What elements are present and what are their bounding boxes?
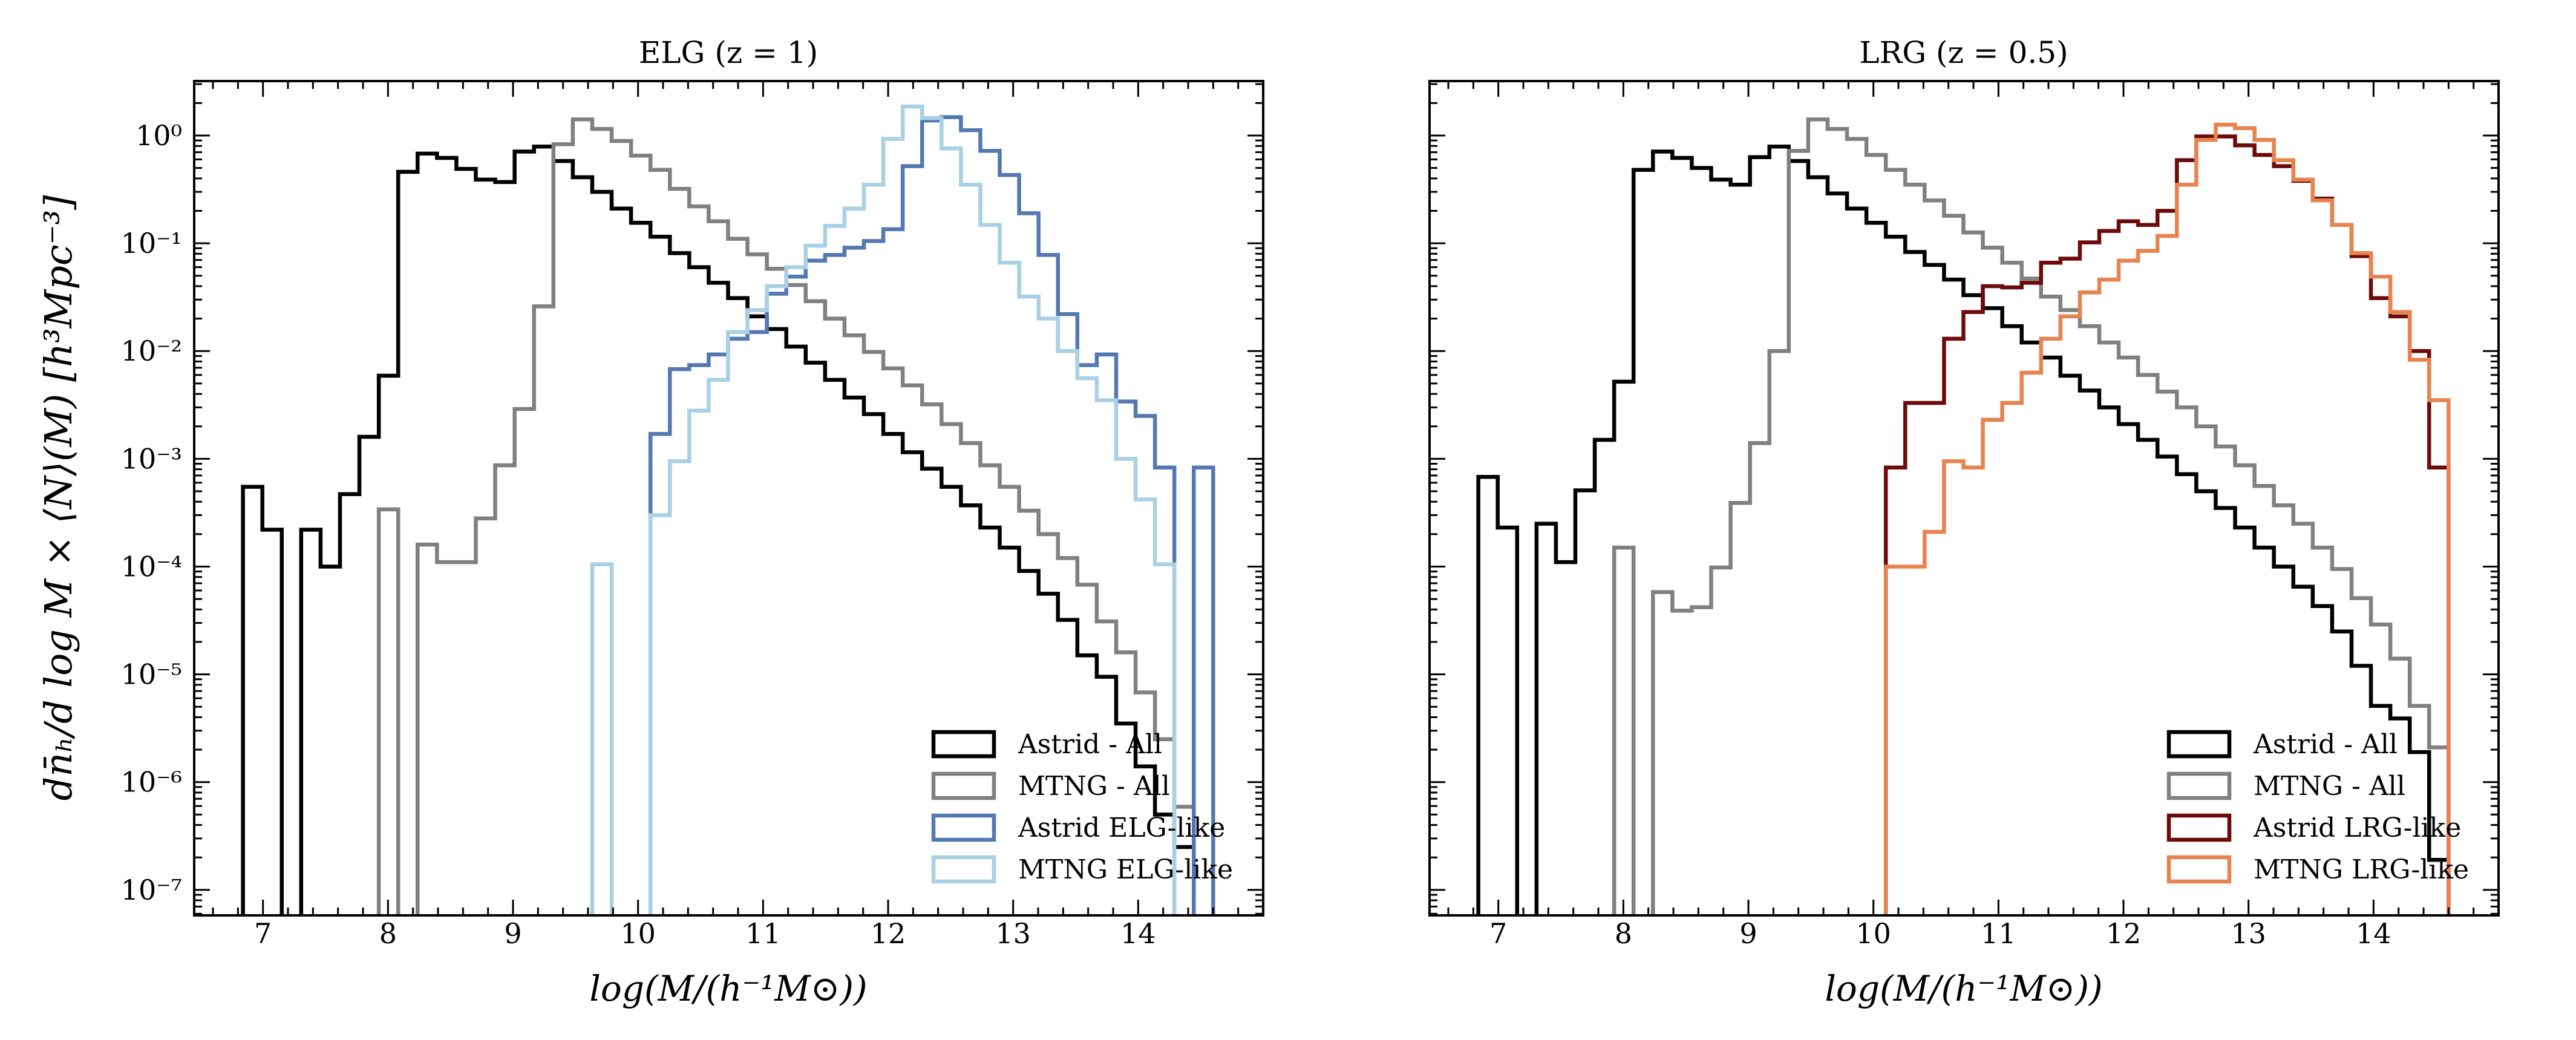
histogram-astrid-all	[1476, 144, 2451, 915]
legend-item: Astrid - All	[931, 729, 1162, 760]
elg-panel: ELG (z = 1) log(M/(h⁻¹M⊙)) 7 8 9 10 11 12 13 14…	[121, 35, 1264, 1009]
legend-swatch	[2166, 730, 2232, 759]
legend-label: MTNG - All	[2254, 771, 2405, 802]
legend-swatch	[2166, 771, 2232, 800]
x-tick-label: 12	[871, 917, 906, 950]
histogram-astrid-lrg-like	[1883, 134, 2451, 915]
ticks	[194, 81, 1264, 915]
x-axis-label: log(M/(h⁻¹M⊙))	[1825, 968, 2102, 1009]
y-tick-label: 10⁻⁷	[121, 874, 182, 906]
histogram-mtng-all	[1612, 117, 2451, 915]
lrg-panel: LRG (z = 0.5) log(M/(h⁻¹M⊙)) 7 8 9 10 11 12 13…	[1428, 35, 2500, 1009]
histograms	[241, 104, 1215, 915]
x-tick-label: 14	[2356, 917, 2391, 950]
x-tick-label: 9	[504, 917, 521, 950]
x-tick-label: 13	[2231, 917, 2266, 950]
legend-swatch	[2166, 855, 2232, 884]
x-tick-label: 10	[1855, 917, 1891, 950]
axes-frame	[1428, 80, 2500, 917]
x-tick-label: 14	[1120, 917, 1156, 950]
legend-swatch	[931, 730, 996, 759]
x-tick-label: 9	[1739, 917, 1757, 950]
legend: Astrid - All MTNG - All Astrid ELG-like MTN…	[931, 729, 1233, 885]
x-axis-label: log(M/(h⁻¹M⊙))	[589, 968, 867, 1009]
legend-label: MTNG ELG-like	[1018, 854, 1233, 885]
legend-item: MTNG - All	[931, 771, 1170, 802]
y-tick-label: 10⁻⁵	[121, 658, 182, 691]
x-tick-label: 8	[1615, 917, 1632, 950]
x-tick-label: 13	[995, 917, 1031, 950]
histogram-astrid-elg-like	[648, 115, 1215, 915]
legend-item: MTNG LRG-like	[2166, 854, 2469, 885]
y-tick-label: 10⁻¹	[121, 227, 182, 260]
histogram-mtng-all	[376, 117, 1196, 915]
legend-label: MTNG - All	[1018, 771, 1170, 802]
legend-item: MTNG ELG-like	[931, 854, 1233, 885]
axes-frame	[193, 80, 1264, 917]
histogram-astrid-all	[241, 144, 1196, 915]
y-tick-label: 10⁻²	[121, 335, 182, 367]
y-tick-label: 10⁻³	[121, 442, 182, 475]
legend-item: Astrid ELG-like	[931, 813, 1225, 843]
legend: Astrid - All MTNG - All Astrid LRG-like MTN…	[2166, 729, 2469, 885]
legend-item: MTNG - All	[2166, 771, 2405, 802]
legend-swatch	[2166, 813, 2232, 842]
histogram-mtng-lrg-like	[1883, 122, 2451, 915]
y-axis-label: dn̄ₕ/d log M × ⟨N⟩(M) [h³Mpc⁻³]	[36, 195, 80, 801]
x-tick-label: 11	[1981, 917, 2016, 950]
x-tick-label: 11	[745, 917, 781, 950]
histogram-mtng-elg-like	[590, 104, 1177, 915]
y-tick-label: 10⁰	[136, 119, 182, 152]
legend-label: Astrid - All	[2253, 729, 2398, 760]
legend-swatch	[931, 813, 996, 842]
legend-label: Astrid - All	[1018, 729, 1162, 760]
legend-item: Astrid LRG-like	[2166, 813, 2461, 843]
legend-swatch	[931, 771, 996, 800]
x-tick-label: 8	[379, 917, 397, 950]
x-tick-label: 10	[620, 917, 656, 950]
ticks	[1430, 81, 2500, 915]
y-tick-label: 10⁻⁴	[121, 550, 182, 583]
panel-title: ELG (z = 1)	[639, 35, 818, 70]
x-tick-label: 12	[2106, 917, 2142, 950]
y-tick-label: 10⁻⁶	[121, 766, 182, 799]
histograms	[1476, 117, 2451, 915]
x-tick-label: 7	[1489, 917, 1507, 950]
panel-title: LRG (z = 0.5)	[1859, 35, 2068, 70]
x-tick-label: 7	[254, 917, 272, 950]
legend-swatch	[931, 855, 996, 884]
legend-item: Astrid - All	[2166, 729, 2398, 760]
legend-label: Astrid ELG-like	[1018, 813, 1225, 843]
legend-label: MTNG LRG-like	[2254, 854, 2469, 885]
legend-label: Astrid LRG-like	[2253, 813, 2461, 843]
